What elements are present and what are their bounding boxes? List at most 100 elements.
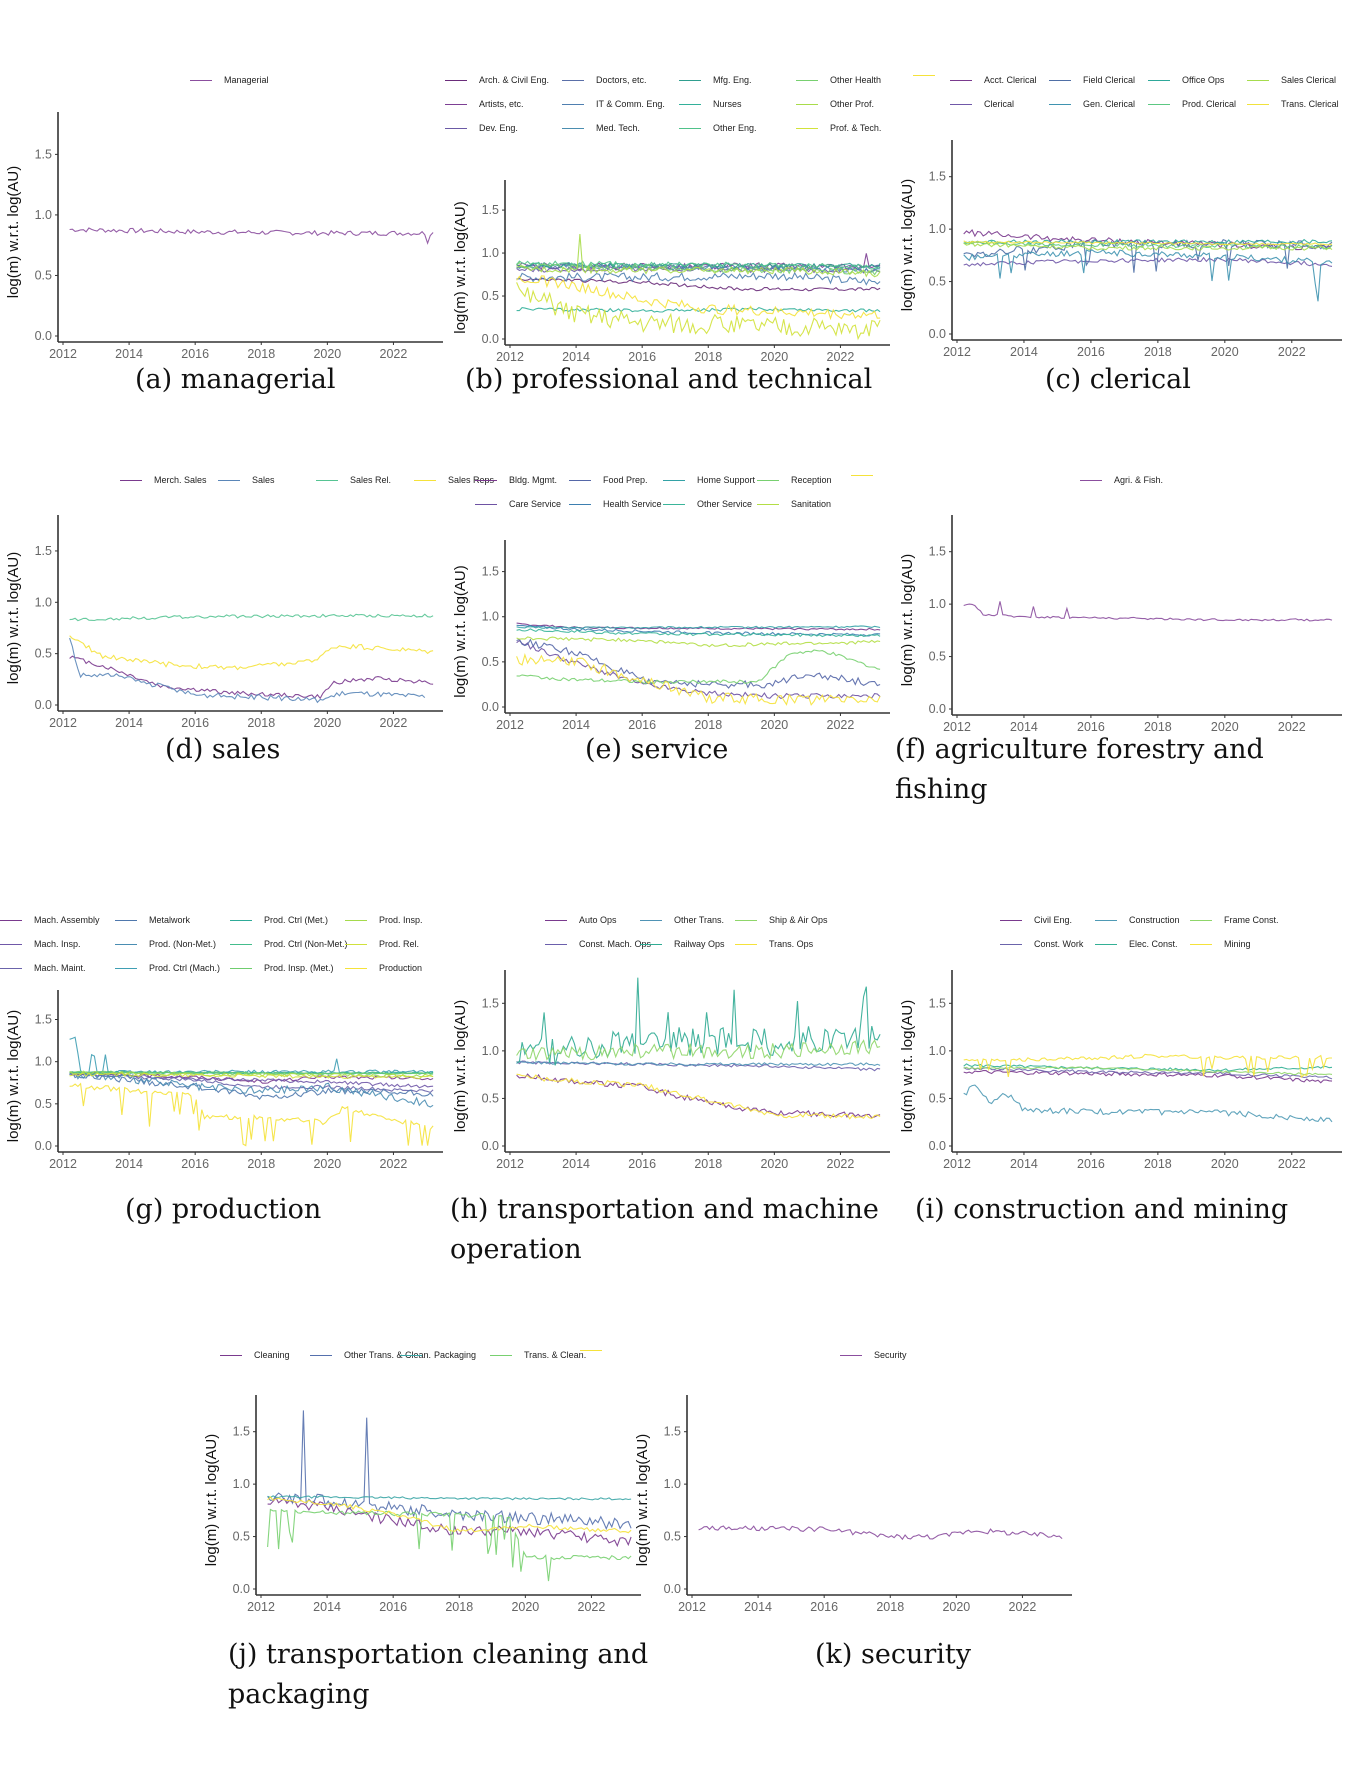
- x-tick-label: 2018: [694, 1157, 722, 1171]
- legend-swatch: [851, 475, 873, 476]
- x-tick-label: 2018: [876, 1600, 904, 1614]
- legend-item: Prod. Clerical: [1148, 99, 1236, 109]
- plot-area: 0.0 0.5 1.0 1.5 2012 2014 2016 2018 2020 2022 log(…: [452, 180, 890, 364]
- legend-item: Other Prof.: [796, 99, 874, 109]
- legend-item: Prof. & Tech.: [796, 123, 881, 133]
- x-tick-label: 2018: [247, 716, 275, 730]
- panel-service: Bldg. Mgmt. Care Service Food Prep. Health …: [445, 460, 895, 880]
- legend-item: Reception: [757, 475, 832, 485]
- x-tick-label: 2020: [313, 1157, 341, 1171]
- series-line-care-service: [516, 639, 881, 700]
- legend-item: Sales Rel.: [316, 475, 391, 485]
- legend-item: Clerical: [950, 99, 1014, 109]
- series-line-other-trans: [516, 1060, 881, 1067]
- legend-swatch: [562, 79, 584, 81]
- legend-swatch: [663, 503, 685, 505]
- panel-production: Mach. Assembly Mach. Insp. Mach. Maint. Met…: [0, 900, 450, 1320]
- legend-swatch: [562, 103, 584, 105]
- panel-clerical: Acct. Clerical Clerical Field Clerical Gen.…: [890, 60, 1350, 450]
- legend-item: Prod. Rel.: [345, 939, 419, 949]
- plot-area: 0.0 0.5 1.0 1.5 2012 2014 2016 2018 2020 2022 log(…: [203, 1395, 641, 1614]
- series-line-merch-sales: [69, 655, 434, 700]
- legend-item: Mach. Assembly: [0, 915, 100, 925]
- x-tick-label: 2014: [313, 1600, 341, 1614]
- series-line-unnamed: [516, 275, 881, 321]
- legend-label: Field Clerical: [1083, 75, 1136, 85]
- legend-item: Civil Eng.: [1000, 915, 1072, 925]
- legend-item: Cleaning: [220, 1350, 290, 1360]
- y-tick-label: 1.5: [35, 544, 52, 558]
- legend-swatch: [679, 127, 701, 129]
- legend-label: Civil Eng.: [1034, 915, 1073, 925]
- series-line-food-prep: [516, 638, 881, 689]
- legend-swatch: [1190, 919, 1212, 921]
- y-tick-label: 0.0: [233, 1582, 250, 1596]
- plot-area: 0.0 0.5 1.0 1.5 2012 2014 2016 2018 2020 2022 log(…: [452, 970, 890, 1171]
- y-tick-label: 0.0: [482, 1139, 499, 1153]
- y-tick-label: 0.0: [929, 327, 946, 341]
- legend-swatch: [316, 479, 338, 481]
- series-line-trans-clean: [267, 1508, 632, 1582]
- subfigure-caption: (j) transportation cleaning and packagin…: [228, 1639, 649, 1710]
- legend-label: Food Prep.: [603, 475, 648, 485]
- x-tick-label: 2012: [678, 1600, 706, 1614]
- plot-area: 0.0 0.5 1.0 1.5 2012 2014 2016 2018 2020 2022 log(…: [5, 990, 443, 1171]
- x-tick-label: 2016: [628, 718, 656, 732]
- legend-label: Doctors, etc.: [596, 75, 647, 85]
- legend-swatch: [490, 1354, 512, 1356]
- legend-label: Sales Reps: [448, 475, 495, 485]
- legend-item: Const. Work: [1000, 939, 1083, 949]
- legend-swatch: [1080, 479, 1102, 481]
- y-axis-label: log(m) w.r.t. log(AU): [452, 565, 469, 698]
- x-tick-label: 2022: [1278, 1157, 1306, 1171]
- legend-label: Care Service: [509, 499, 562, 509]
- legend-item: Trans. Clerical: [1247, 99, 1339, 109]
- y-tick-label: 0.0: [482, 332, 499, 346]
- y-tick-label: 1.0: [664, 1477, 681, 1491]
- legend-label: Other Trans.: [674, 915, 725, 925]
- legend-swatch: [445, 127, 467, 129]
- legend-label: Other Health: [830, 75, 882, 85]
- legend-item: Doctors, etc.: [562, 75, 647, 85]
- x-tick-label: 2016: [379, 1600, 407, 1614]
- y-axis-label: log(m) w.r.t. log(AU): [5, 552, 22, 685]
- legend-item: Mining: [1190, 939, 1251, 949]
- legend-label: Office Ops: [1182, 75, 1225, 85]
- subfigure-caption: (a) managerial: [135, 364, 336, 395]
- legend-swatch: [1095, 919, 1117, 921]
- x-tick-label: 2022: [827, 350, 855, 364]
- y-tick-label: 1.0: [482, 1044, 499, 1058]
- legend-item: Mfg. Eng.: [679, 75, 752, 85]
- x-tick-label: 2014: [115, 1157, 143, 1171]
- legend-swatch: [735, 919, 757, 921]
- legend-swatch: [1247, 103, 1269, 105]
- series-line-railway-ops: [516, 977, 881, 1066]
- plot-area: 0.0 0.5 1.0 1.5 2012 2014 2016 2018 2020 2022 log(…: [634, 1395, 1072, 1614]
- legend-item: Prod. Ctrl (Non-Met.): [230, 939, 348, 949]
- x-tick-label: 2020: [313, 347, 341, 361]
- y-tick-label: 0.5: [929, 1091, 946, 1105]
- legend-item: Artists, etc.: [445, 99, 524, 109]
- legend-swatch: [230, 919, 252, 921]
- legend-swatch: [663, 479, 685, 481]
- series-line-mining: [963, 1053, 1332, 1079]
- x-tick-label: 2016: [628, 350, 656, 364]
- x-tick-label: 2016: [1077, 1157, 1105, 1171]
- y-tick-label: 1.5: [929, 996, 946, 1010]
- y-axis-label: log(m) w.r.t. log(AU): [634, 1434, 651, 1567]
- series-line-security: [698, 1525, 1063, 1541]
- series-line-other-prof: [516, 233, 881, 278]
- legend-item: Prod. Ctrl (Mach.): [115, 963, 220, 973]
- legend-swatch: [414, 479, 436, 481]
- y-axis-label: log(m) w.r.t. log(AU): [899, 179, 916, 312]
- legend-label: Prof. & Tech.: [830, 123, 882, 133]
- legend-item: [851, 475, 885, 476]
- legend-swatch: [1049, 79, 1071, 81]
- legend-item: Acct. Clerical: [950, 75, 1037, 85]
- legend-label: Railway Ops: [674, 939, 725, 949]
- series-line-prod-clerical: [963, 240, 1333, 250]
- x-tick-label: 2020: [1211, 345, 1239, 359]
- x-tick-label: 2012: [943, 720, 971, 734]
- x-tick-label: 2018: [1144, 345, 1172, 359]
- x-tick-label: 2020: [760, 350, 788, 364]
